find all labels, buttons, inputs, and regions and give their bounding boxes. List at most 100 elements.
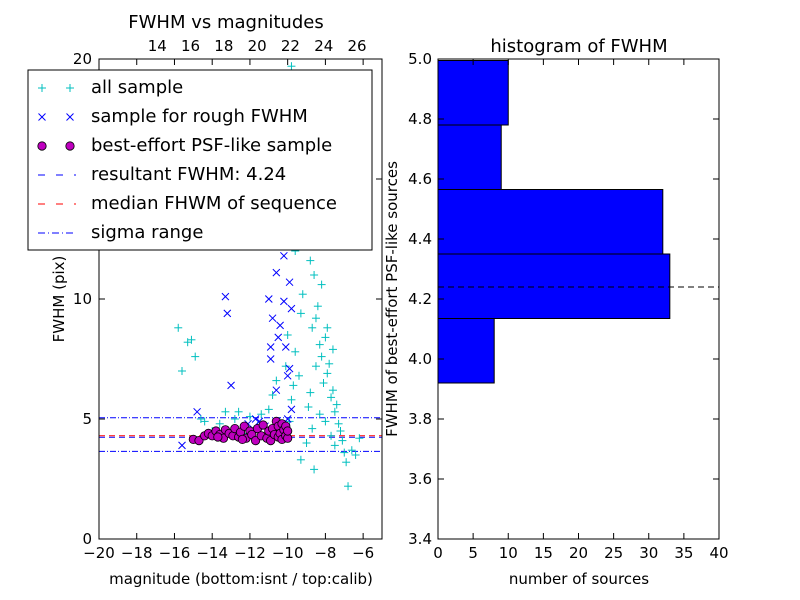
histogram-xtick-label: 20	[569, 544, 588, 562]
point-1-25	[287, 304, 296, 313]
point-0-10	[234, 407, 243, 416]
scatter-ytick-label: 0	[82, 530, 92, 548]
point-2-39	[213, 432, 223, 442]
point-1-23-b	[255, 417, 264, 426]
point-1-17	[281, 343, 290, 351]
point-1-13	[274, 333, 283, 342]
point-0-47	[336, 427, 345, 435]
scatter-top-xtick-label: 18	[214, 37, 233, 55]
histogram-bar-0	[437, 318, 495, 384]
histogram-bar-3	[437, 124, 502, 190]
point-1-1-b	[193, 407, 201, 416]
point-0-61	[351, 451, 360, 459]
point-1-26	[266, 343, 275, 351]
point-0-74	[304, 403, 313, 411]
point-0-49	[340, 448, 349, 457]
point-0-33	[310, 271, 319, 279]
histogram-ticks: 0 5 10 15 20 25 30 35 40 3.4 3.6 3.8 4.0 4.2 4.4 4.6 4.8…	[408, 50, 728, 562]
point-1-21	[285, 278, 294, 287]
point-0-45	[332, 400, 341, 409]
point-1-0	[178, 441, 186, 450]
point-0-36	[315, 340, 324, 349]
point-1-10	[268, 314, 277, 323]
point-0-39	[321, 333, 330, 342]
point-0-14	[257, 410, 266, 419]
point-0-42	[327, 393, 336, 402]
point-0-77	[230, 415, 239, 423]
histogram-title: histogram of FWHM	[490, 36, 667, 57]
scatter-xtick-label: −14	[196, 544, 228, 562]
point-0-16	[264, 405, 273, 414]
point-0-52	[310, 465, 319, 474]
scatter-xtick-label: −18	[121, 544, 153, 562]
histogram-ytick-label: 5.0	[408, 50, 432, 68]
point-0-60	[347, 446, 356, 455]
histogram-ytick-label: 3.8	[408, 410, 432, 428]
scatter-top-xtick-label: 14	[148, 37, 167, 55]
point-0-48	[338, 436, 347, 445]
histogram-xtick-label: 40	[709, 544, 728, 562]
point-1-2-b	[221, 292, 230, 301]
point-0-66	[291, 347, 300, 356]
point-0-27	[298, 290, 307, 299]
legend-entry-sigma: sigma range	[91, 222, 203, 243]
point-0-37	[317, 352, 326, 361]
histogram-xtick-label: 35	[674, 544, 693, 562]
legend-marker-rough-b-b	[66, 113, 74, 121]
point-1-21-b	[285, 278, 294, 287]
point-0-72	[323, 323, 332, 332]
point-1-6	[251, 415, 260, 423]
point-0-53	[296, 455, 305, 464]
scatter-ytick-label: 10	[73, 290, 92, 308]
point-1-13-b	[274, 333, 283, 342]
point-1-19-b	[283, 371, 292, 380]
point-0-34	[311, 314, 320, 323]
legend-entry-resultant: resultant FWHM: 4.24	[91, 164, 286, 185]
point-0-21	[283, 331, 292, 339]
legend-entry-all-sample: all sample	[91, 77, 183, 98]
legend-marker-best-b	[65, 141, 75, 151]
point-0-73	[328, 345, 337, 354]
legend-marker-all-a	[38, 84, 46, 92]
point-0-65	[294, 371, 303, 380]
point-1-27	[280, 251, 288, 260]
histogram-xtick-label: 15	[534, 544, 553, 562]
point-1-8	[264, 295, 273, 303]
scatter-panel: −20−18−16−14−12−10−8−6051015201416182022…	[27, 12, 383, 588]
series-2	[188, 416, 293, 446]
point-0-54	[302, 439, 311, 447]
scatter-legend: all sample sample for rough FWHM best-ef…	[27, 69, 373, 251]
scatter-xtick-label: −12	[234, 544, 266, 562]
histogram-xtick-label: 30	[639, 544, 658, 562]
point-1-24	[287, 405, 296, 414]
point-0-35	[313, 302, 322, 311]
point-0-3	[187, 335, 196, 344]
histogram-ytick-label: 4.8	[408, 110, 432, 128]
point-1-14	[276, 321, 284, 330]
histogram-panel: 0 5 10 15 20 25 30 35 40 3.4 3.6 3.8 4.0 4.2 4.4 4.6 4.8…	[383, 36, 729, 588]
histogram-xtick-label: 10	[499, 544, 518, 562]
point-1-26-b	[266, 343, 275, 351]
scatter-xtick-label: −10	[272, 544, 304, 562]
histogram-xtick-label: 0	[433, 544, 443, 562]
point-0-7	[215, 419, 224, 428]
point-1-1	[193, 407, 201, 416]
point-2-37	[283, 426, 293, 436]
point-0-58	[327, 431, 336, 440]
histogram-bars	[437, 60, 671, 384]
point-1-3-b	[223, 309, 232, 318]
legend-marker-rough-b	[66, 113, 74, 121]
point-0-44	[330, 407, 339, 416]
point-1-11-b	[272, 386, 281, 395]
point-2-21	[258, 420, 268, 430]
scatter-top-xtick-label: 16	[181, 37, 200, 55]
legend-entry-rough-sample: sample for rough FWHM	[91, 106, 308, 127]
point-1-16	[280, 297, 288, 306]
point-0-78	[200, 417, 209, 426]
histogram-ytick-label: 3.4	[408, 530, 432, 548]
point-0-18	[272, 376, 281, 385]
point-1-3	[223, 309, 232, 318]
point-1-16-b	[280, 297, 288, 306]
histogram-xlabel: number of sources	[509, 570, 649, 588]
series-0	[174, 62, 364, 491]
